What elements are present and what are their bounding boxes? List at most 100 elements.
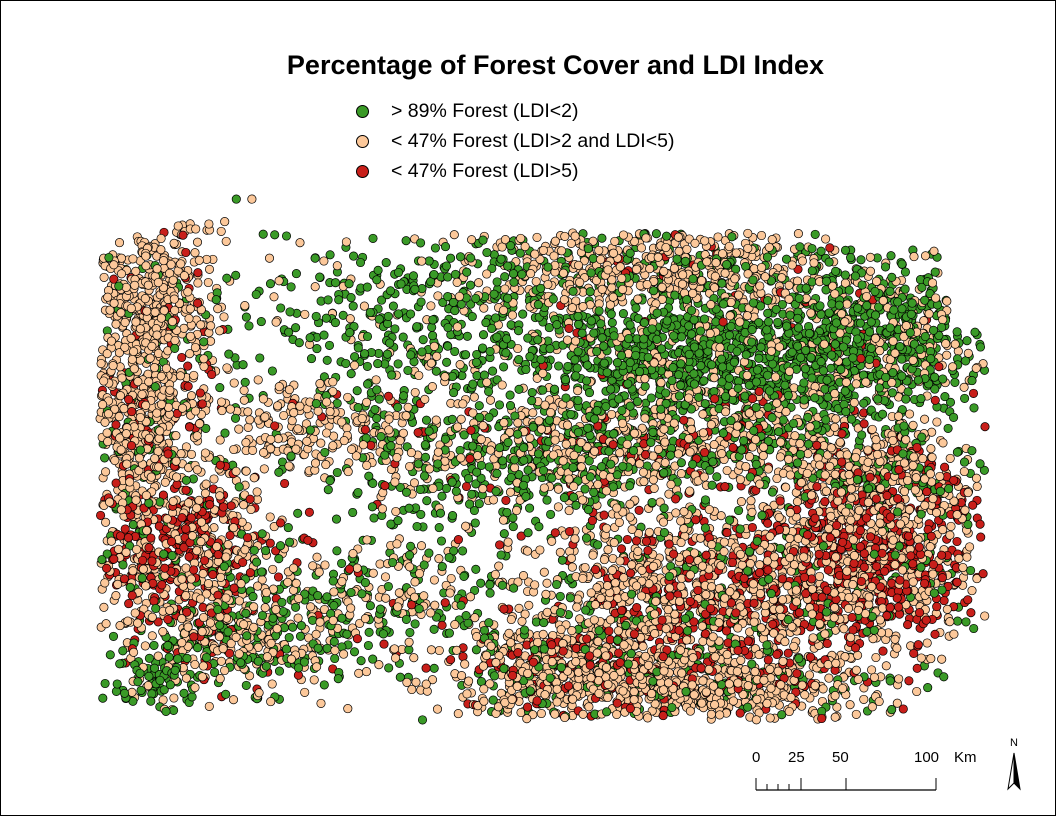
- site-point-mixed: [538, 629, 548, 639]
- site-point-forest: [573, 395, 583, 406]
- site-point-forest: [256, 317, 266, 327]
- site-point-mixed: [123, 616, 133, 626]
- site-point-forest: [388, 301, 398, 311]
- site-point-mixed: [273, 434, 283, 444]
- site-point-forest: [417, 715, 428, 725]
- site-point-forest: [241, 680, 251, 690]
- site-point-mixed: [101, 467, 111, 477]
- site-point-mixed: [872, 276, 882, 286]
- site-point-forest: [584, 456, 594, 466]
- site-point-mixed: [867, 665, 877, 675]
- site-point-mixed: [228, 695, 239, 705]
- site-point-forest: [363, 379, 373, 389]
- site-point-forest: [607, 318, 617, 328]
- site-point-forest: [118, 646, 128, 656]
- site-point-mixed: [524, 600, 534, 610]
- site-point-mixed: [375, 559, 385, 569]
- site-point-mixed: [190, 248, 200, 258]
- site-point-mixed: [676, 537, 686, 548]
- site-point-forest: [323, 485, 333, 495]
- site-point-developed: [909, 648, 919, 658]
- site-point-mixed: [359, 301, 369, 311]
- site-point-forest: [778, 415, 788, 425]
- site-point-forest: [557, 555, 567, 565]
- site-point-mixed: [562, 335, 573, 345]
- site-point-mixed: [380, 572, 391, 582]
- site-point-mixed: [967, 586, 977, 596]
- site-point-forest: [368, 233, 378, 243]
- site-point-mixed: [735, 474, 745, 485]
- site-point-forest: [412, 322, 422, 332]
- site-point-mixed: [800, 690, 810, 700]
- site-point-developed: [980, 422, 990, 432]
- site-point-mixed: [221, 236, 231, 246]
- site-point-forest: [741, 261, 751, 271]
- site-point-mixed: [430, 600, 440, 610]
- site-point-mixed: [106, 536, 116, 546]
- site-point-mixed: [300, 309, 310, 319]
- site-point-mixed: [427, 675, 438, 685]
- site-point-mixed: [674, 246, 684, 256]
- site-point-forest: [341, 358, 351, 369]
- site-point-forest: [519, 443, 529, 453]
- site-point-forest: [525, 503, 535, 513]
- site-point-mixed: [763, 464, 773, 474]
- site-point-developed: [193, 268, 203, 278]
- site-point-forest: [826, 363, 836, 373]
- site-point-mixed: [784, 280, 794, 290]
- site-point-developed: [461, 481, 472, 492]
- site-point-mixed: [942, 296, 952, 306]
- site-point-forest: [332, 467, 342, 478]
- site-point-forest: [429, 624, 439, 634]
- site-point-forest: [334, 295, 344, 305]
- site-point-forest: [422, 496, 432, 506]
- site-point-mixed: [300, 687, 310, 697]
- site-point-mixed: [449, 230, 459, 240]
- site-point-mixed: [203, 277, 213, 288]
- site-point-mixed: [427, 382, 437, 392]
- site-point-forest: [149, 640, 159, 650]
- site-point-mixed: [171, 431, 181, 441]
- site-point-mixed: [756, 230, 767, 241]
- site-point-mixed: [153, 651, 163, 661]
- site-point-mixed: [965, 542, 975, 552]
- site-point-mixed: [945, 530, 955, 540]
- site-point-mixed: [169, 693, 179, 703]
- site-point-mixed: [607, 409, 617, 419]
- site-point-mixed: [287, 416, 297, 426]
- site-point-forest: [431, 366, 441, 376]
- site-point-forest: [437, 562, 447, 572]
- site-point-forest: [331, 514, 342, 524]
- site-point-mixed: [469, 392, 479, 402]
- site-point-mixed: [851, 709, 861, 719]
- site-point-forest: [777, 299, 787, 310]
- site-point-mixed: [310, 458, 321, 468]
- site-point-forest: [824, 257, 834, 267]
- site-point-forest: [754, 353, 764, 363]
- site-point-mixed: [959, 382, 969, 392]
- site-point-mixed: [169, 238, 179, 248]
- site-point-mixed: [264, 253, 275, 263]
- site-point-forest: [420, 452, 431, 462]
- site-point-forest: [179, 688, 189, 698]
- site-point-forest: [112, 679, 122, 689]
- site-point-forest: [739, 436, 749, 446]
- site-point-developed: [783, 648, 793, 658]
- site-point-forest: [105, 650, 115, 660]
- site-point-mixed: [414, 370, 424, 381]
- site-point-forest: [479, 625, 490, 636]
- site-point-mixed: [685, 486, 695, 496]
- site-point-forest: [322, 355, 332, 365]
- site-point-mixed: [416, 541, 427, 551]
- site-point-mixed: [115, 621, 125, 631]
- site-point-developed: [913, 640, 923, 650]
- site-point-forest: [554, 361, 564, 371]
- site-point-forest: [707, 480, 717, 490]
- site-point-forest: [325, 250, 335, 260]
- site-point-mixed: [217, 406, 227, 416]
- site-point-forest: [285, 307, 295, 317]
- site-point-mixed: [309, 675, 319, 685]
- site-point-mixed: [243, 422, 253, 432]
- site-point-mixed: [450, 620, 460, 630]
